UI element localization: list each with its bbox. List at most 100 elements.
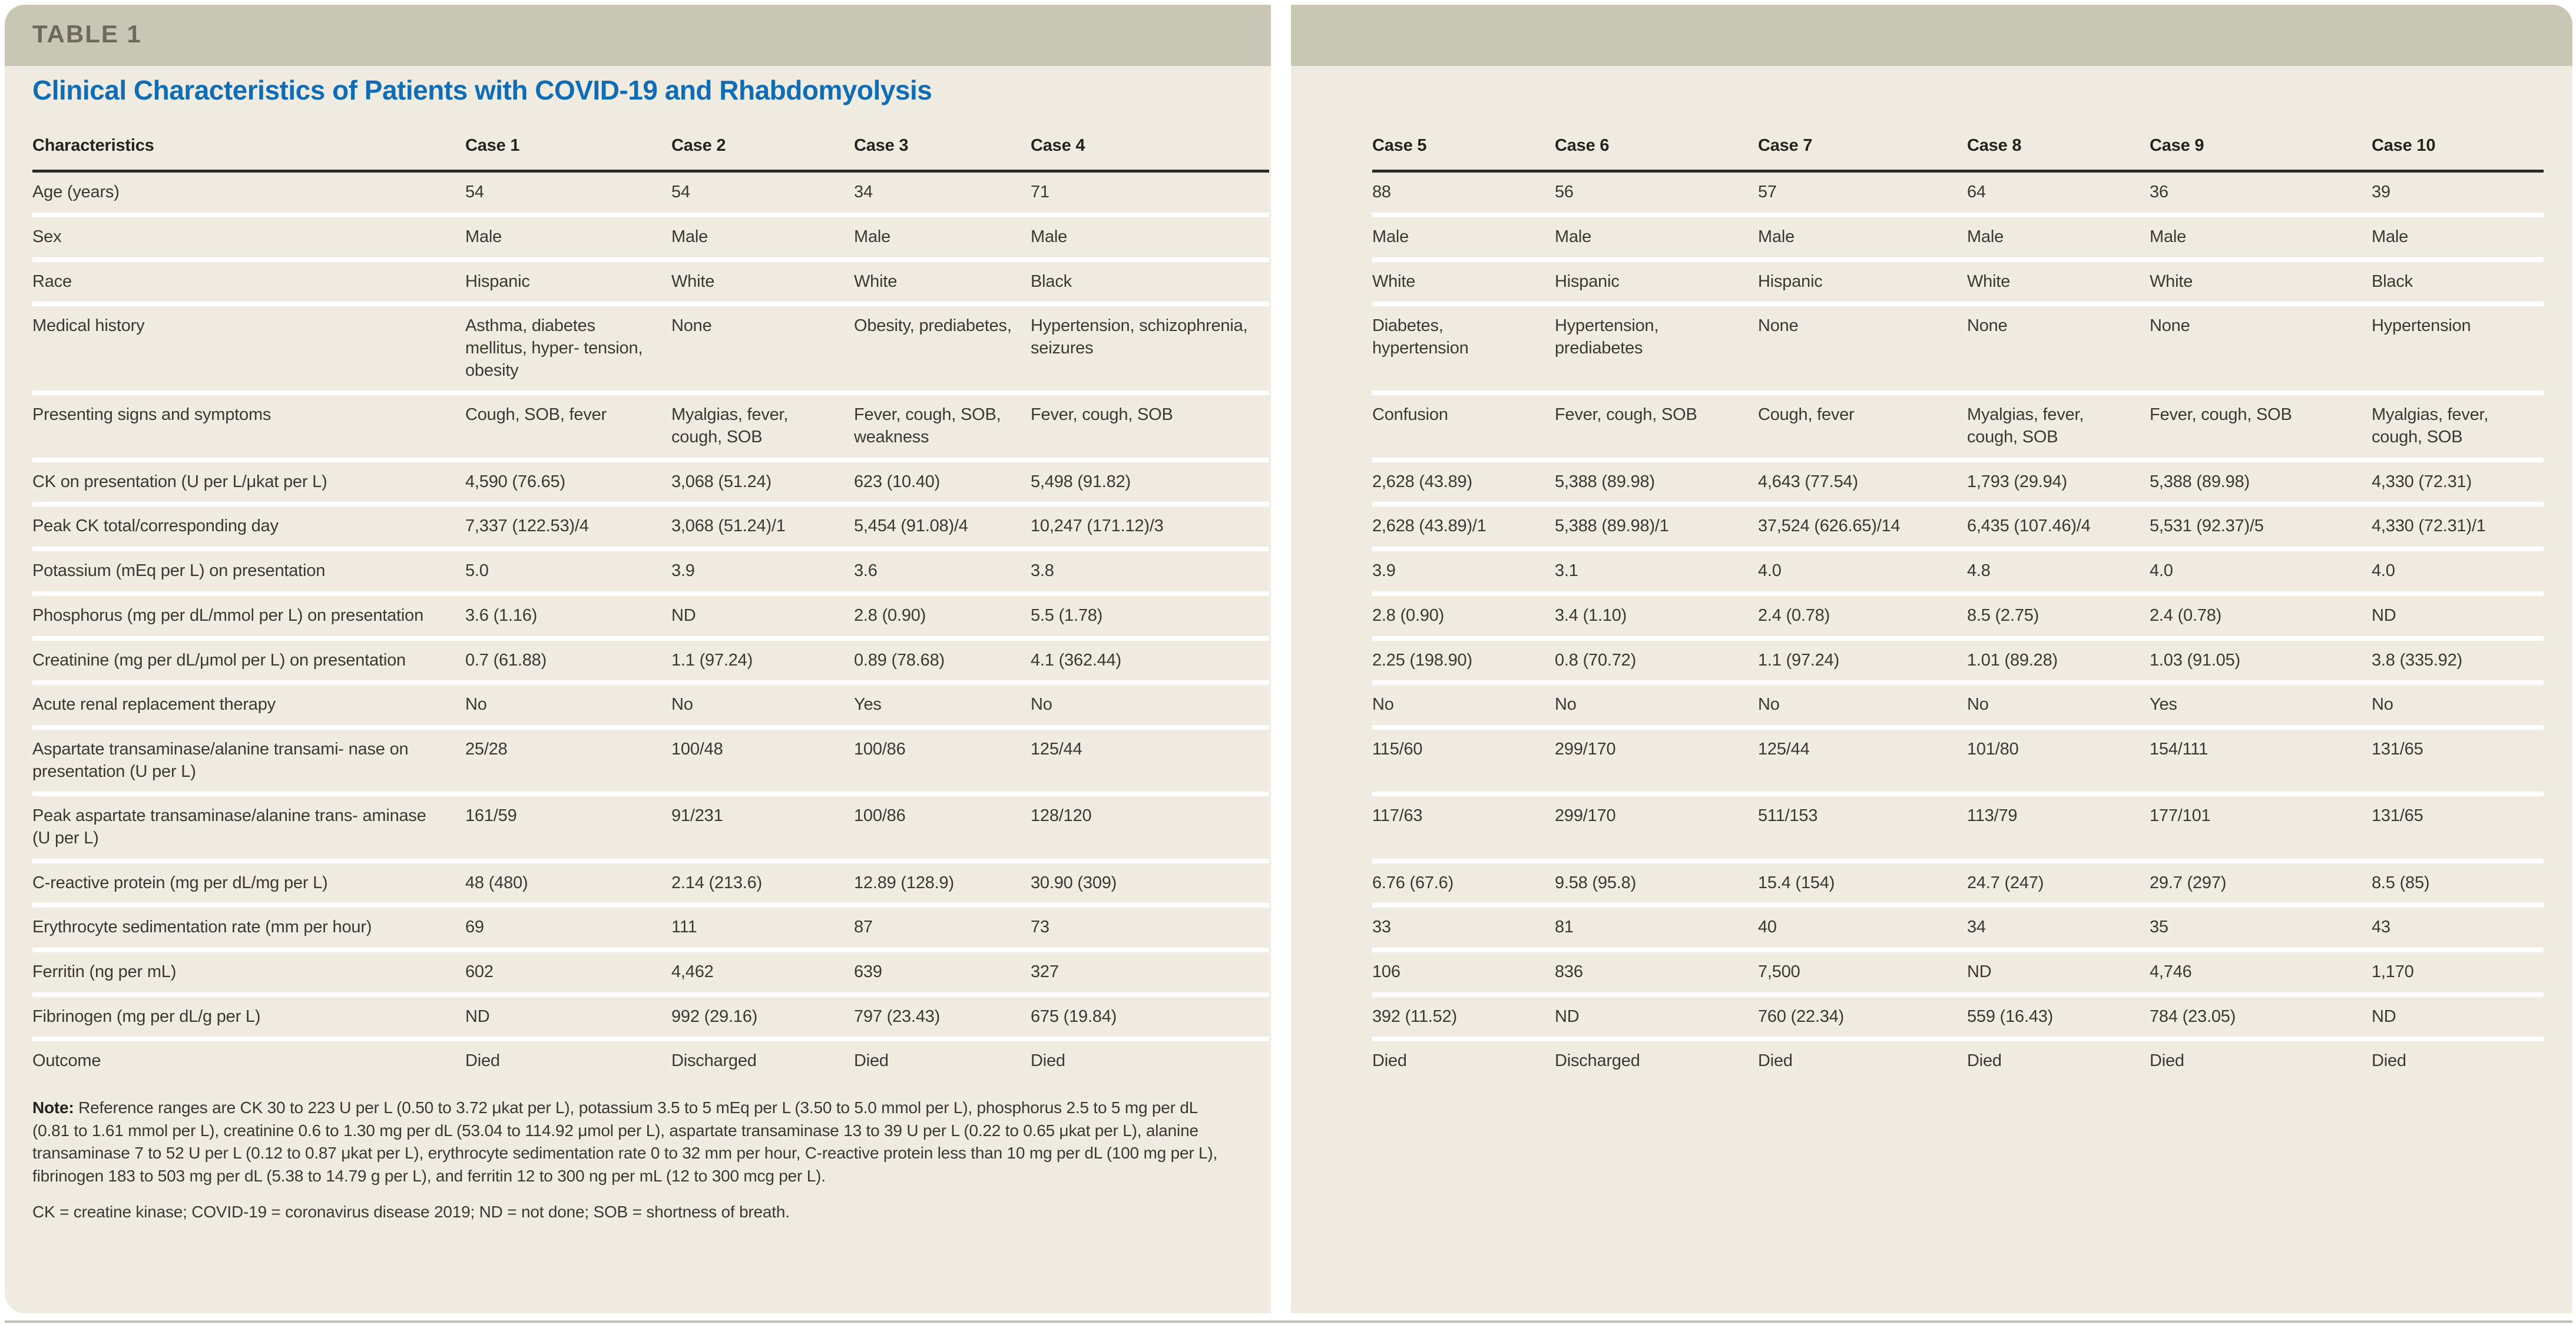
cell-value: 131/65	[2372, 724, 2544, 795]
cell-value: 0.7 (61.88)	[465, 635, 671, 683]
cell-value: 4,643 (77.54)	[1758, 457, 1967, 505]
cell-value: 125/44	[1758, 724, 1967, 795]
row-label: Fibrinogen (mg per dL/g per L)	[32, 992, 465, 1040]
table-row: Medical history Asthma, diabetes mellitus…	[32, 302, 2544, 393]
cell-value: 299/170	[1555, 792, 1758, 861]
cell-value: 2,628 (43.89)	[1372, 457, 1555, 505]
cell-value: 3.9	[671, 547, 854, 594]
cell-value: Male	[1031, 212, 1269, 260]
column-gap	[1269, 215, 1372, 260]
column-gap	[1269, 594, 1372, 638]
cell-value: 511/153	[1758, 792, 1967, 861]
cell-value: No	[1555, 680, 1758, 727]
cell-value: Black	[1031, 257, 1269, 304]
figure-content: Clinical Characteristics of Patients wit…	[32, 75, 2553, 1223]
cell-value: ND	[1555, 992, 1758, 1040]
cell-value: Hispanic	[1758, 257, 1967, 304]
cell-value: 30.90 (309)	[1031, 858, 1269, 906]
table-row: Peak CK total/corresponding day 7,337 (12…	[32, 502, 2544, 550]
row-label: Acute renal replacement therapy	[32, 680, 465, 727]
row-label: Creatinine (mg per dL/μmol per L) on pre…	[32, 635, 465, 683]
cell-value: 3.6	[854, 547, 1031, 594]
cell-value: Died	[2372, 1037, 2544, 1082]
cell-value: 639	[854, 948, 1031, 995]
cell-value: 4.0	[1758, 547, 1967, 594]
table-row: C-reactive protein (mg per dL/mg per L) 4…	[32, 858, 2544, 906]
cell-value: 3.9	[1372, 547, 1555, 594]
cell-value: 117/63	[1372, 792, 1555, 861]
cell-value: 392 (11.52)	[1372, 992, 1555, 1040]
abbreviation-note: CK = creatine kinase; COVID-19 = coronav…	[32, 1202, 790, 1221]
cell-value: Fever, cough, SOB	[2150, 390, 2372, 460]
table-row: Presenting signs and symptoms Cough, SOB,…	[32, 390, 2544, 460]
cell-value: 5,388 (89.98)	[1555, 457, 1758, 505]
cell-value: Myalgias, fever, cough, SOB	[1967, 390, 2150, 460]
cell-value: Fever, cough, SOB	[1555, 390, 1758, 460]
cell-value: 36	[2150, 183, 2168, 202]
cell-value: No	[465, 680, 671, 727]
table-number-label: TABLE 1	[32, 20, 142, 48]
cell-value: 3.1	[1555, 547, 1758, 594]
row-label: Potassium (mEq per L) on presentation	[32, 547, 465, 594]
table-body: Age (years) 54 54 34 71 88 56 57 64 36 39 Sex Male Ma…	[32, 171, 2544, 1082]
cell-value: Hypertension, schizophrenia, seizures	[1031, 302, 1269, 393]
cell-value: Male	[465, 212, 671, 260]
cell-value: 29.7 (297)	[2150, 858, 2372, 906]
cell-value: 39	[2372, 183, 2390, 202]
column-header-case: Case 1	[465, 131, 671, 173]
table-header-bar-left: TABLE 1	[5, 5, 1271, 66]
cell-value: 9.58 (95.8)	[1555, 858, 1758, 906]
table-row: Potassium (mEq per L) on presentation 5.0…	[32, 547, 2544, 594]
row-label: CK on presentation (U per L/μkat per L)	[32, 457, 465, 505]
cell-value: 559 (16.43)	[1967, 992, 2150, 1040]
cell-value: 3.8 (335.92)	[2372, 635, 2544, 683]
cell-value: 2,628 (43.89)/1	[1372, 502, 1555, 550]
cell-value: 24.7 (247)	[1967, 858, 2150, 906]
cell-value: Died	[1372, 1037, 1555, 1082]
cell-value: 1.03 (91.05)	[2150, 635, 2372, 683]
column-gap	[1269, 171, 1372, 215]
table-row: Aspartate transaminase/alanine transami-…	[32, 724, 2544, 795]
cell-value: 7,337 (122.53)/4	[465, 502, 671, 550]
cell-value: White	[1967, 257, 2150, 304]
cell-value: 4,462	[671, 948, 854, 995]
cell-value: 34	[1967, 903, 2150, 951]
cell-value: 69	[465, 903, 671, 951]
cell-value: Male	[671, 212, 854, 260]
cell-value: 34	[854, 183, 873, 202]
cell-value: 1.1 (97.24)	[1758, 635, 1967, 683]
cell-value: 111	[671, 903, 854, 951]
table-footnotes: Note: Reference ranges are CK 30 to 223 …	[32, 1097, 1237, 1223]
cell-value: None	[1967, 302, 2150, 393]
table-row: Peak aspartate transaminase/alanine tran…	[32, 792, 2544, 861]
column-gap	[1269, 950, 1372, 995]
column-gap	[1269, 727, 1372, 794]
row-label: Erythrocyte sedimentation rate (mm per h…	[32, 903, 465, 951]
cell-value: 5,498 (91.82)	[1031, 457, 1269, 505]
cell-value: 3.8	[1031, 547, 1269, 594]
cell-value: 64	[1967, 183, 1986, 202]
cell-value: No	[2372, 680, 2544, 727]
column-gap	[1269, 995, 1372, 1040]
column-header-case: Case 6	[1555, 131, 1758, 173]
cell-value: 299/170	[1555, 724, 1758, 795]
cell-value: 54	[671, 183, 690, 202]
cell-value: 56	[1555, 183, 1574, 202]
table-row: Fibrinogen (mg per dL/g per L) ND 992 (29.…	[32, 992, 2544, 1040]
cell-value: No	[1967, 680, 2150, 727]
cell-value: 4,590 (76.65)	[465, 457, 671, 505]
cell-value: Myalgias, fever, cough, SOB	[2372, 390, 2544, 460]
column-header-case: Case 9	[2150, 131, 2372, 173]
column-gap	[1269, 260, 1372, 304]
cell-value: Obesity, prediabetes,	[854, 302, 1031, 393]
table-row: Creatinine (mg per dL/μmol per L) on pre…	[32, 635, 2544, 683]
row-label: C-reactive protein (mg per dL/mg per L)	[32, 858, 465, 906]
cell-value: 54	[465, 183, 484, 202]
cell-value: 8.5 (85)	[2372, 858, 2544, 906]
table-header-row: Characteristics Case 1 Case 2 Case 3 Case 4 C…	[32, 131, 2544, 173]
cell-value: 113/79	[1967, 792, 2150, 861]
cell-value: 2.8 (0.90)	[854, 591, 1031, 638]
cell-value: Hispanic	[1555, 257, 1758, 304]
cell-value: 2.25 (198.90)	[1372, 635, 1555, 683]
table-row: Race Hispanic White White Black White Hispanic…	[32, 257, 2544, 304]
